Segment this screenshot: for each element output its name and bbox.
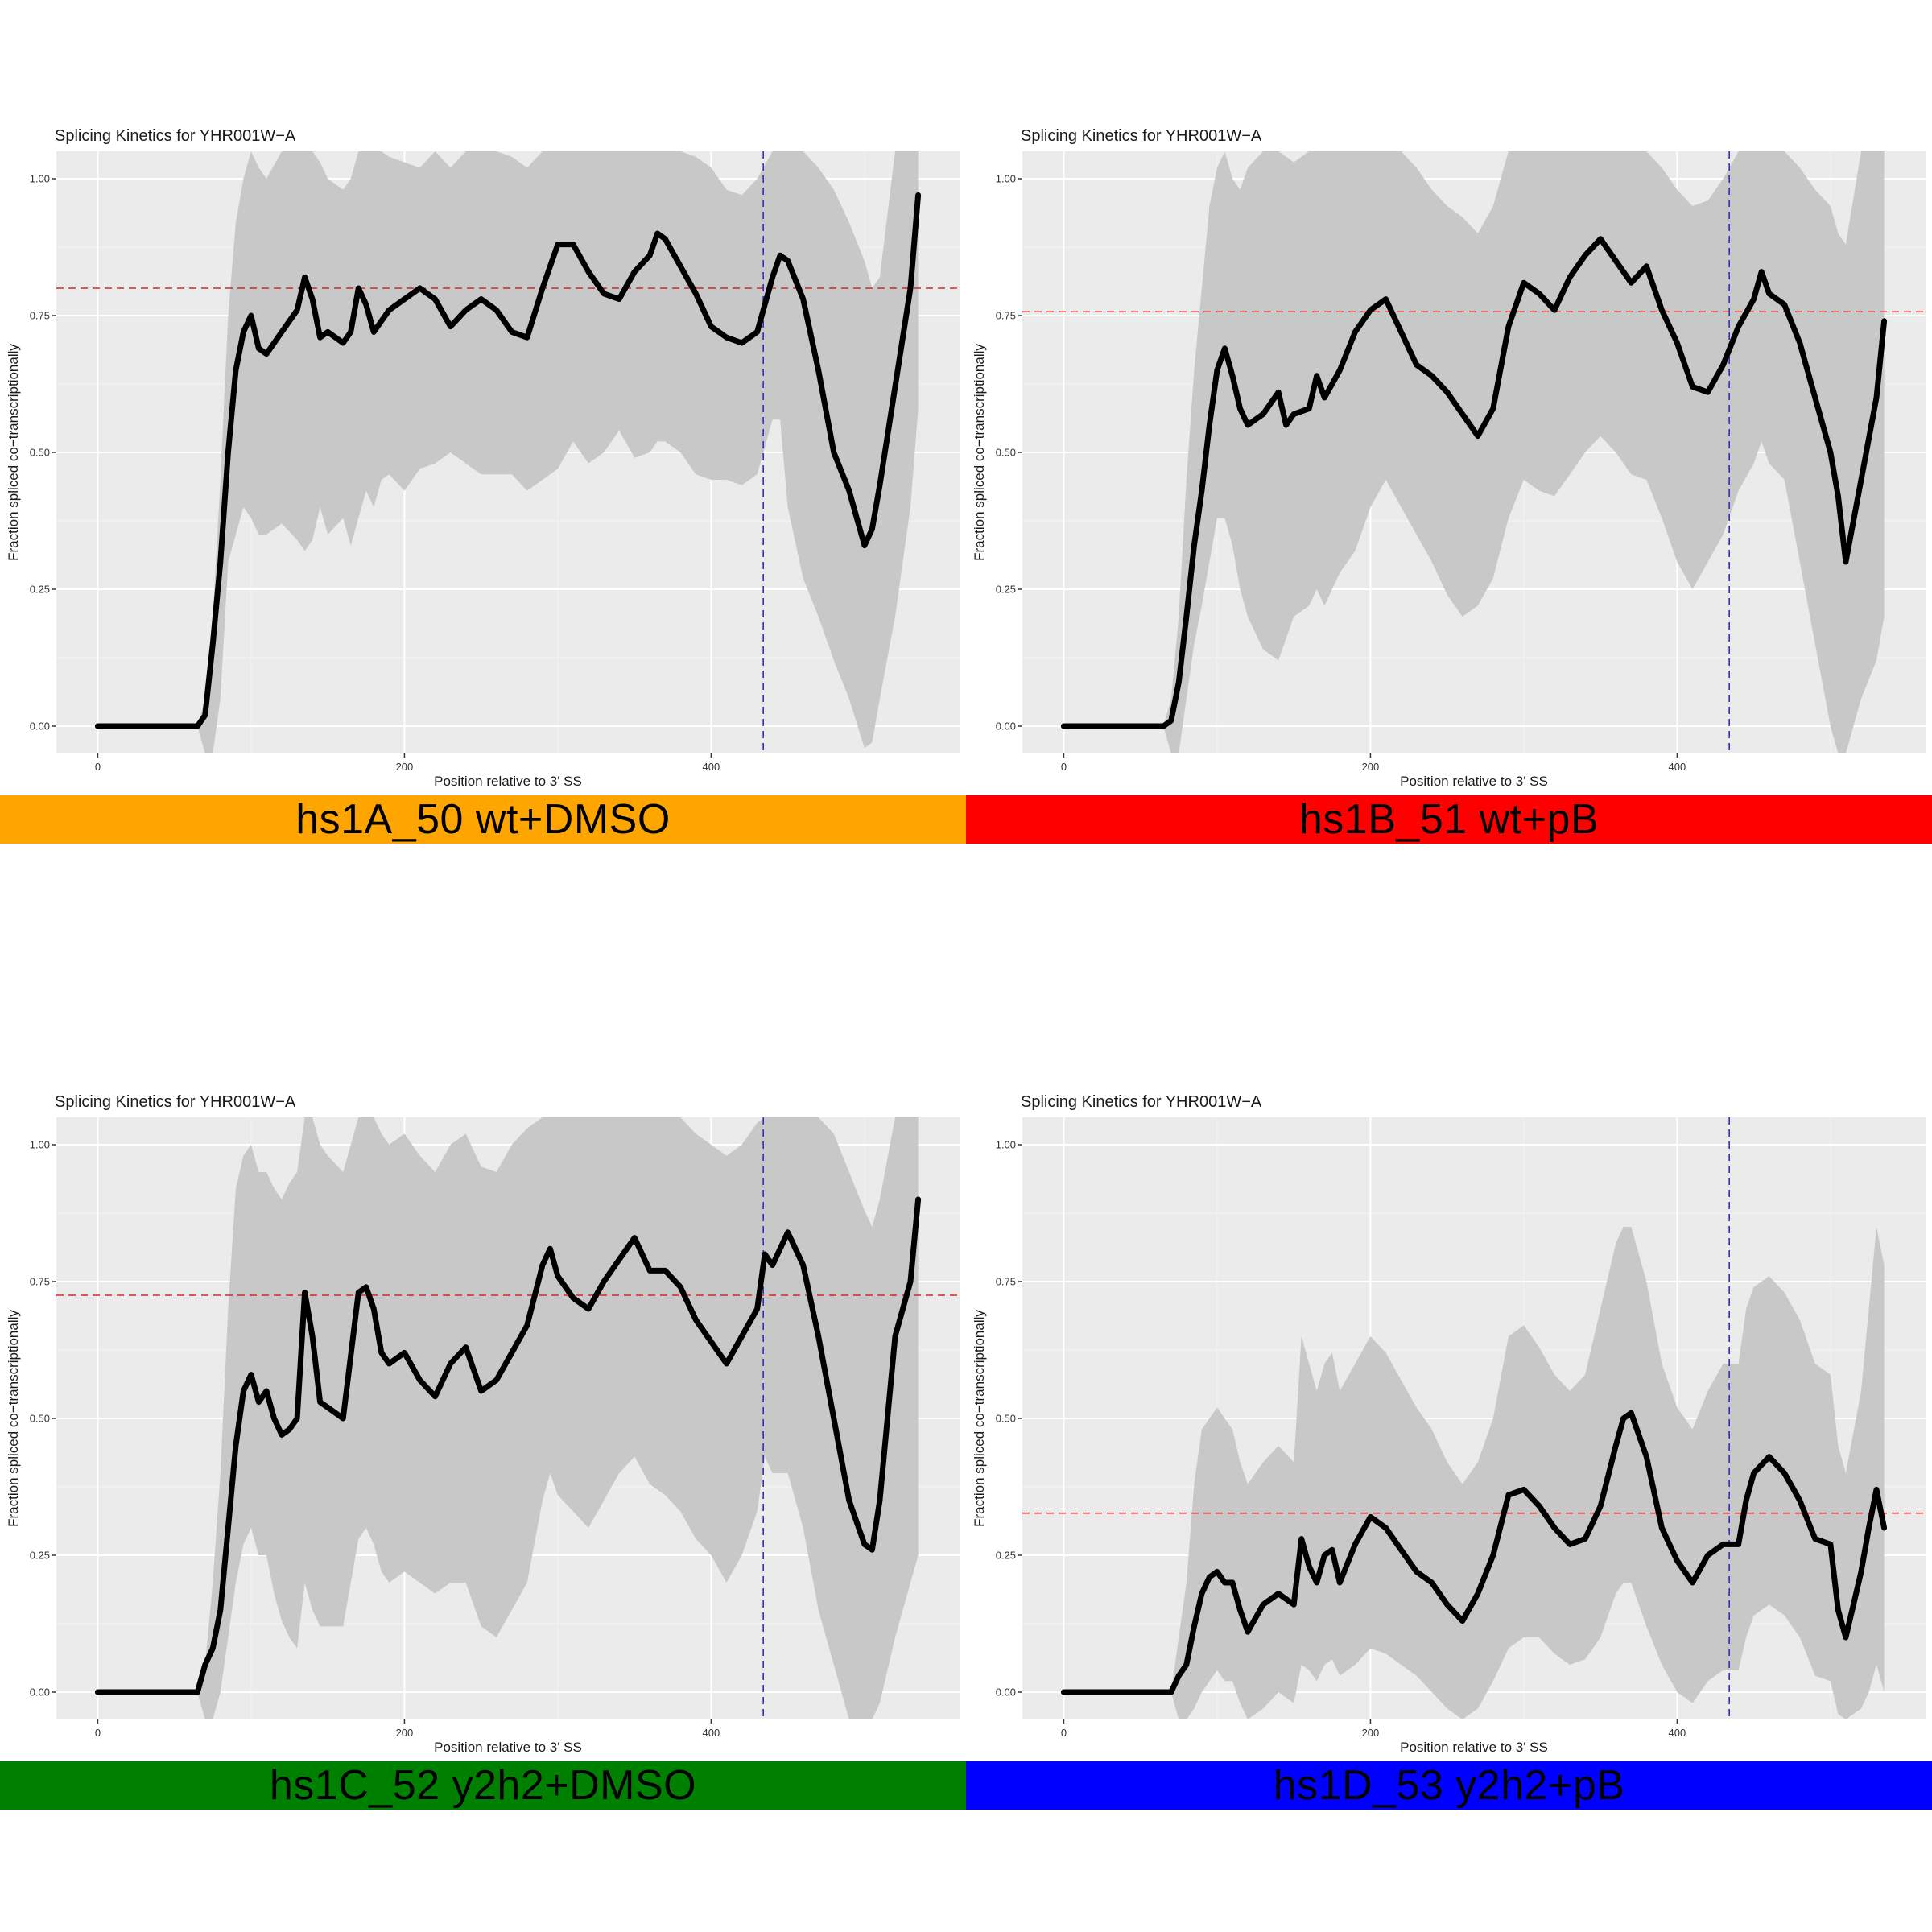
confidence-ribbon <box>97 1117 919 1719</box>
y-axis: 0.00 0.25 0.50 0.75 1.00 <box>30 173 56 733</box>
y-tick-label: 0.25 <box>996 1550 1016 1562</box>
confidence-ribbon <box>1063 1227 1885 1719</box>
series-line <box>1060 1410 1888 1695</box>
sample-banner: hs1A_50 wt+DMSO <box>0 795 966 844</box>
y-tick-label: 0.00 <box>996 1686 1016 1699</box>
y-tick-label: 0.50 <box>30 447 50 459</box>
plot-title: Splicing Kinetics for YHR001W−A <box>1021 127 1262 145</box>
y-axis: 0.00 0.25 0.50 0.75 1.00 <box>30 1139 56 1699</box>
plot-title: Splicing Kinetics for YHR001W−A <box>55 1093 296 1111</box>
y-axis: 0.00 0.25 0.50 0.75 1.00 <box>996 1139 1022 1699</box>
chart-hs1b: Splicing Kinetics for YHR001W−A 0.00 0.25… <box>972 127 1926 789</box>
y-tick-label: 0.00 <box>30 720 50 733</box>
x-axis: 0 200 400 <box>95 1719 720 1739</box>
y-tick-label: 0.75 <box>996 310 1016 322</box>
panel-hs1b: Splicing Kinetics for YHR001W−A 0.00 0.25… <box>966 0 1932 966</box>
x-tick-label: 400 <box>703 1727 720 1739</box>
y-tick-label: 1.00 <box>30 173 50 185</box>
panel-hs1c: Splicing Kinetics for YHR001W−A 0.00 0.25… <box>0 966 966 1932</box>
y-tick-label: 0.75 <box>30 310 50 322</box>
y-tick-label: 0.50 <box>30 1413 50 1425</box>
x-tick-label: 0 <box>1061 1727 1067 1739</box>
x-tick-label: 400 <box>1669 761 1686 773</box>
sample-banner: hs1D_53 y2h2+pB <box>966 1761 1932 1810</box>
x-axis-title: Position relative to 3' SS <box>434 774 582 789</box>
y-tick-label: 0.50 <box>996 1413 1016 1425</box>
x-tick-label: 200 <box>1362 761 1380 773</box>
y-tick-label: 1.00 <box>996 1139 1016 1151</box>
y-tick-label: 0.00 <box>30 1686 50 1699</box>
series-line <box>1060 236 1888 729</box>
x-tick-label: 200 <box>396 761 414 773</box>
x-axis-title: Position relative to 3' SS <box>1400 774 1548 789</box>
y-axis-title: Fraction spliced co−transcriptionally <box>972 344 987 561</box>
confidence-ribbon <box>97 151 919 753</box>
series-line <box>94 192 922 729</box>
panel-hs1d: Splicing Kinetics for YHR001W−A 0.00 0.25… <box>966 966 1932 1932</box>
y-tick-label: 0.75 <box>30 1276 50 1288</box>
y-tick-label: 0.50 <box>996 447 1016 459</box>
x-tick-label: 200 <box>1362 1727 1380 1739</box>
sample-banner: hs1B_51 wt+pB <box>966 795 1932 844</box>
x-axis: 0 200 400 <box>1061 753 1686 773</box>
y-tick-label: 0.75 <box>996 1276 1016 1288</box>
chart-hs1c: Splicing Kinetics for YHR001W−A 0.00 0.25… <box>6 1093 960 1755</box>
x-tick-label: 0 <box>1061 761 1067 773</box>
x-tick-label: 0 <box>95 761 101 773</box>
panel-hs1a: Splicing Kinetics for YHR001W−A 0.00 0.25… <box>0 0 966 966</box>
x-axis-title: Position relative to 3' SS <box>434 1740 582 1755</box>
x-axis: 0 200 400 <box>1061 1719 1686 1739</box>
confidence-ribbon <box>1063 151 1885 753</box>
series-line <box>94 1196 922 1695</box>
x-tick-label: 200 <box>396 1727 414 1739</box>
y-tick-label: 0.25 <box>30 1550 50 1562</box>
sample-banner: hs1C_52 y2h2+DMSO <box>0 1761 966 1810</box>
x-tick-label: 0 <box>95 1727 101 1739</box>
y-axis: 0.00 0.25 0.50 0.75 1.00 <box>996 173 1022 733</box>
chart-hs1d: Splicing Kinetics for YHR001W−A 0.00 0.25… <box>972 1093 1926 1755</box>
plot-title: Splicing Kinetics for YHR001W−A <box>1021 1093 1262 1111</box>
x-axis: 0 200 400 <box>95 753 720 773</box>
x-axis-title: Position relative to 3' SS <box>1400 1740 1548 1755</box>
y-tick-label: 0.00 <box>996 720 1016 733</box>
x-tick-label: 400 <box>703 761 720 773</box>
plot-title: Splicing Kinetics for YHR001W−A <box>55 127 296 145</box>
y-axis-title: Fraction spliced co−transcriptionally <box>6 344 21 561</box>
y-axis-title: Fraction spliced co−transcriptionally <box>972 1310 987 1527</box>
chart-hs1a: Splicing Kinetics for YHR001W−A 0.00 0.25… <box>6 127 960 789</box>
y-tick-label: 0.25 <box>996 584 1016 596</box>
y-tick-label: 0.25 <box>30 584 50 596</box>
y-tick-label: 1.00 <box>996 173 1016 185</box>
y-axis-title: Fraction spliced co−transcriptionally <box>6 1310 21 1527</box>
y-tick-label: 1.00 <box>30 1139 50 1151</box>
x-tick-label: 400 <box>1669 1727 1686 1739</box>
